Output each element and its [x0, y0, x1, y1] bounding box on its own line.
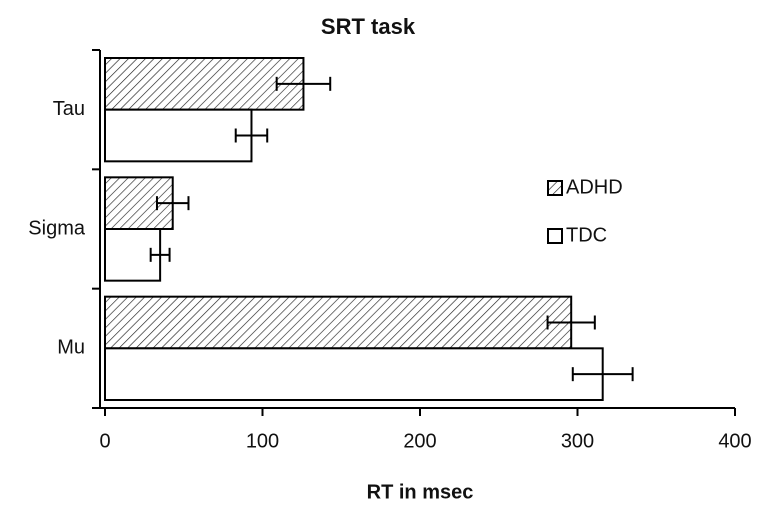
- legend-swatch: [547, 180, 563, 196]
- legend-swatch: [547, 228, 563, 244]
- x-axis-label: RT in msec: [367, 481, 474, 503]
- bar: [104, 108, 253, 163]
- error-bar: [571, 367, 634, 382]
- x-tick-label: 100: [246, 430, 279, 452]
- category-label: Tau: [53, 98, 85, 120]
- x-tick-label: 400: [718, 430, 751, 452]
- error-bar: [155, 196, 190, 211]
- bar: [104, 347, 604, 402]
- x-tick-label: 300: [561, 430, 594, 452]
- category-label: Sigma: [28, 217, 86, 239]
- error-bar: [546, 315, 596, 330]
- category-label: Mu: [57, 337, 85, 359]
- error-bar: [234, 128, 269, 143]
- bar: [104, 57, 305, 111]
- bar: [104, 295, 573, 350]
- error-bar: [149, 247, 171, 262]
- x-tick-label: 0: [99, 430, 110, 452]
- chart-title: SRT task: [321, 14, 416, 39]
- x-tick-label: 200: [403, 430, 436, 452]
- error-bar: [275, 76, 332, 91]
- legend-label: ADHD: [566, 176, 623, 198]
- legend-label: TDC: [566, 224, 607, 246]
